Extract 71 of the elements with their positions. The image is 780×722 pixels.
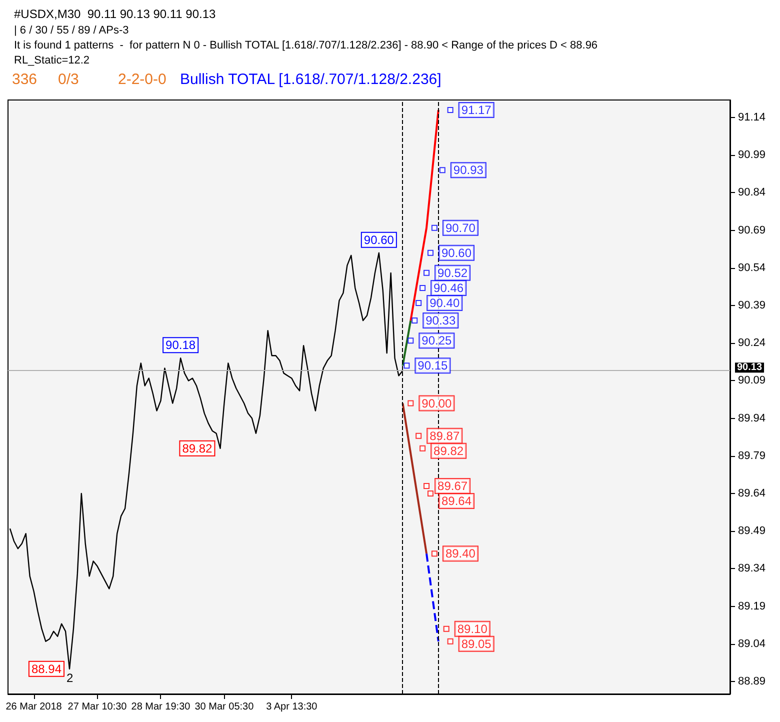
point bbox=[404, 362, 410, 369]
data-label: 90.93 bbox=[453, 163, 484, 178]
y-tick-label: 91.14 bbox=[738, 112, 766, 124]
data-label: 90.25 bbox=[422, 334, 452, 348]
point bbox=[443, 626, 450, 632]
point bbox=[408, 400, 414, 406]
data-label: 89.67 bbox=[438, 478, 468, 493]
point bbox=[416, 300, 422, 306]
text: It is found 1 patterns - for pattern N 0 - Bullish TOTAL [1.618/.707/1.128/2.236] - 88.90 < Range of the prices D < 88.96 bbox=[14, 40, 598, 52]
data-label: 90.40 bbox=[430, 296, 460, 310]
data-label: 89.05 bbox=[461, 636, 492, 651]
point bbox=[412, 318, 418, 324]
point bbox=[447, 638, 454, 644]
point bbox=[427, 490, 434, 496]
annotation: 2 bbox=[66, 670, 74, 685]
data-label: 90.60 bbox=[364, 232, 394, 247]
y-tick-label: 90.84 bbox=[738, 186, 766, 199]
data-label: 90.00 bbox=[422, 396, 452, 410]
data-label: 90.46 bbox=[434, 280, 464, 295]
point bbox=[416, 432, 422, 439]
data-label: 90.60 bbox=[441, 246, 472, 260]
data-label: 90.70 bbox=[445, 220, 476, 235]
y-tick-label: 89.19 bbox=[738, 600, 766, 612]
y-tick-label: 89.79 bbox=[738, 450, 766, 462]
text: Bullish TOTAL [1.618/.707/1.128/2.236] bbox=[180, 71, 442, 88]
data-label: 91.17 bbox=[461, 103, 492, 118]
x-tick-label: 27 Mar 10:30 bbox=[68, 702, 128, 712]
point bbox=[431, 550, 438, 557]
y-tick-label: 89.64 bbox=[738, 487, 766, 500]
data-label: 89.40 bbox=[445, 546, 476, 561]
point bbox=[439, 167, 446, 174]
text: | 6 / 30 / 55 / 89 / APs-3 bbox=[14, 24, 129, 36]
text: 336 bbox=[12, 71, 38, 88]
text: 0/3 bbox=[58, 71, 79, 88]
point bbox=[420, 284, 426, 291]
data-label: 89.82 bbox=[182, 441, 213, 456]
chart-title: #USDX,M30 90.11 90.13 90.11 90.13 bbox=[14, 7, 216, 21]
y-tick-label: 90.69 bbox=[738, 224, 766, 236]
text: RL_Static=12.2 bbox=[14, 54, 90, 66]
y-tick-label: 89.04 bbox=[738, 638, 766, 650]
point bbox=[431, 224, 438, 231]
y-tick-label: 89.34 bbox=[738, 562, 766, 575]
data-label: 88.94 bbox=[31, 662, 62, 676]
data-label: 89.10 bbox=[457, 622, 488, 636]
data-label: 90.18 bbox=[166, 338, 196, 352]
data-label: 90.15 bbox=[418, 358, 448, 373]
point bbox=[424, 270, 430, 276]
data-label: 90.33 bbox=[426, 314, 456, 328]
y-tick-label: 89.94 bbox=[738, 412, 766, 424]
ref-line-label: 90.13 bbox=[737, 362, 762, 374]
point bbox=[427, 250, 434, 256]
y-tick-label: 90.99 bbox=[738, 149, 766, 162]
y-tick-label: 90.39 bbox=[738, 300, 766, 312]
data-label: 89.87 bbox=[430, 428, 460, 443]
data-label: 89.64 bbox=[441, 494, 472, 508]
y-tick-label: 90.24 bbox=[738, 337, 766, 350]
y-tick-label: 88.89 bbox=[738, 675, 766, 688]
x-tick-label: 3 Apr 13:30 bbox=[266, 702, 318, 712]
y-tick-label: 90.54 bbox=[738, 262, 766, 274]
y-tick-label: 89.49 bbox=[738, 525, 766, 538]
x-tick-label: 28 Mar 19:30 bbox=[131, 702, 191, 712]
data-label: 90.52 bbox=[438, 266, 468, 280]
point bbox=[447, 107, 454, 114]
y-tick-label: 90.09 bbox=[738, 374, 766, 387]
point bbox=[424, 482, 430, 489]
data-label: 89.82 bbox=[434, 444, 464, 458]
point bbox=[420, 445, 426, 452]
x-tick-label: 26 Mar 2018 bbox=[6, 702, 62, 712]
point bbox=[408, 338, 414, 344]
text: 2-2-0-0 bbox=[118, 71, 166, 88]
x-tick-label: 30 Mar 05:30 bbox=[194, 702, 254, 712]
